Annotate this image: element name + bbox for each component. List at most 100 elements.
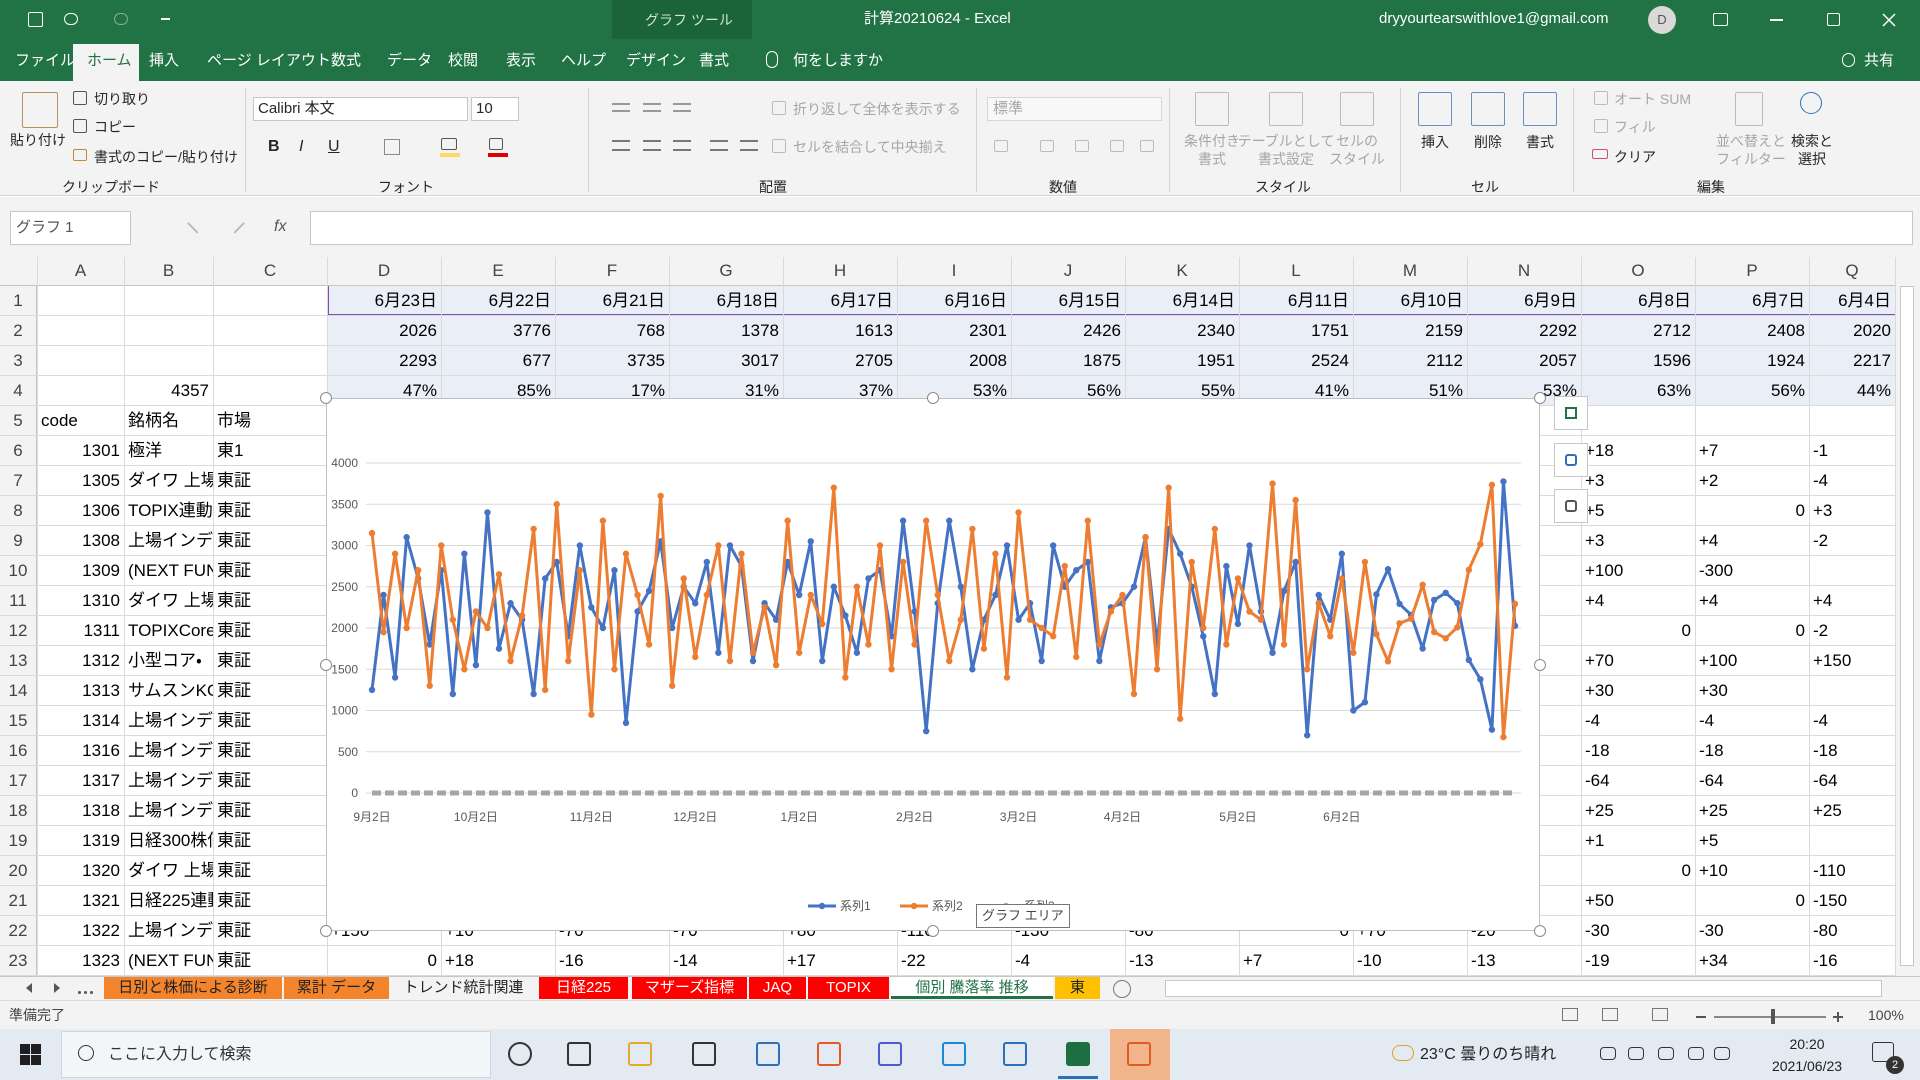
data-point: [854, 584, 860, 590]
icon: [73, 149, 87, 161]
style-button[interactable]: テーブルとして: [1238, 132, 1335, 150]
taskbar-app[interactable]: [567, 1042, 591, 1066]
cells-button[interactable]: 削除: [1474, 133, 1502, 151]
style-button[interactable]: 書式: [1198, 150, 1226, 168]
share[interactable]: 共有: [1864, 52, 1894, 70]
icon: [1523, 92, 1557, 126]
find-select[interactable]: 検索と: [1791, 132, 1833, 150]
sheet-tab[interactable]: JAQ: [749, 977, 806, 999]
nav-next[interactable]: [54, 983, 60, 993]
chart-button[interactable]: [1554, 396, 1588, 430]
taskbar-app[interactable]: [1066, 1042, 1090, 1066]
sheet-tab[interactable]: トレンド統計関連: [392, 977, 535, 999]
x-tick-label: 10月2日: [454, 810, 498, 824]
font-style-button[interactable]: I: [299, 138, 303, 156]
close-button[interactable]: [1881, 12, 1897, 28]
cell: 0: [1581, 616, 1695, 646]
cell: +10: [1695, 856, 1809, 886]
chart[interactable]: 050010001500200025003000350040009月2日10月2…: [326, 398, 1540, 931]
name-box-text: グラフ 1: [16, 219, 74, 237]
icon: [1140, 140, 1154, 152]
find-select[interactable]: 選択: [1798, 150, 1826, 168]
ribbon-tab[interactable]: 校閲: [448, 52, 478, 70]
row-header: 5: [13, 412, 22, 430]
data-point: [1200, 633, 1206, 639]
data-point: [681, 575, 687, 581]
ribbon-tab[interactable]: データ: [387, 52, 432, 70]
nav-prev[interactable]: [26, 983, 32, 993]
column-header: Q: [1845, 262, 1858, 280]
data-point: [1085, 518, 1091, 524]
ribbon-tab[interactable]: ヘルプ: [561, 52, 606, 70]
row-header: 17: [9, 772, 28, 790]
taskbar-app[interactable]: [756, 1042, 780, 1066]
ribbon-tab[interactable]: ページ レイアウト: [207, 52, 331, 70]
ribbon-tab[interactable]: 数式: [331, 52, 361, 70]
data-point: [1050, 542, 1056, 548]
tell-me[interactable]: 何をしますか: [793, 52, 883, 70]
fx[interactable]: fx: [274, 218, 286, 236]
paste[interactable]: 貼り付け: [10, 131, 66, 149]
sort-filter[interactable]: フィルター: [1716, 150, 1786, 168]
y-tick-label: 3000: [331, 539, 358, 553]
data-point: [808, 592, 814, 598]
cell: 東証: [213, 616, 327, 646]
cell: 2426: [1011, 316, 1125, 346]
taskbar-app[interactable]: [628, 1042, 652, 1066]
style-button[interactable]: セルの: [1336, 132, 1378, 150]
avatar: D: [1648, 6, 1676, 34]
cut[interactable]: 切り取り: [94, 90, 150, 108]
chart-button[interactable]: [1554, 443, 1588, 477]
taskbar-app[interactable]: [942, 1042, 966, 1066]
ribbon-tab[interactable]: デザイン: [626, 52, 686, 70]
autosum[interactable]: オート SUM: [1614, 90, 1691, 108]
ribbon-tab[interactable]: 挿入: [149, 52, 179, 70]
scroll-thumb[interactable]: [1900, 286, 1914, 966]
taskbar-app[interactable]: [878, 1042, 902, 1066]
taskbar-app[interactable]: [508, 1042, 532, 1066]
sort-filter[interactable]: 並べ替えと: [1716, 132, 1786, 150]
sheet-tab[interactable]: 個別 騰落率 推移: [891, 977, 1053, 999]
ribbon-tab[interactable]: 書式: [699, 52, 729, 70]
data-point: [727, 658, 733, 664]
copy[interactable]: コピー: [94, 118, 136, 136]
sheet-tab[interactable]: マザーズ指標: [632, 977, 747, 999]
cells-button[interactable]: 書式: [1526, 133, 1554, 151]
zoom-minus[interactable]: [1696, 1016, 1706, 1018]
sheet-tab[interactable]: 東: [1055, 977, 1100, 999]
selection-handle: [320, 392, 332, 404]
data-point: [808, 538, 814, 544]
ribbon-tab[interactable]: ファイル: [15, 52, 75, 70]
sheet-tab[interactable]: 累計 データ: [284, 977, 389, 999]
cell: -14: [669, 946, 783, 976]
taskbar-app[interactable]: [1003, 1042, 1027, 1066]
cell: 市場: [213, 406, 327, 436]
style-button[interactable]: スタイル: [1329, 150, 1385, 168]
cells-button[interactable]: 挿入: [1421, 133, 1449, 151]
ribbon-tab[interactable]: ホーム: [87, 52, 132, 70]
sheet-tab[interactable]: 日経225: [539, 977, 628, 999]
data-point: [1015, 617, 1021, 623]
zoom-thumb[interactable]: [1771, 1009, 1775, 1024]
sheet-tab[interactable]: 日別と株価による診断: [104, 977, 282, 999]
clear[interactable]: クリア: [1614, 148, 1656, 166]
data-point: [1362, 699, 1368, 705]
chart-button[interactable]: [1554, 489, 1588, 523]
style-button[interactable]: 条件付き: [1184, 132, 1240, 150]
formula-input[interactable]: [310, 211, 1913, 245]
ribbon-tab[interactable]: 表示: [506, 52, 536, 70]
font-style-button[interactable]: U: [328, 138, 340, 156]
cell: 1875: [1011, 346, 1125, 376]
wrap-text[interactable]: 折り返して全体を表示する: [793, 100, 961, 118]
merge-center[interactable]: セルを結合して中央揃え: [793, 138, 947, 156]
format-painter[interactable]: 書式のコピー/貼り付け: [94, 148, 238, 166]
font-style-button[interactable]: B: [268, 138, 280, 156]
taskbar-app[interactable]: [1127, 1042, 1151, 1066]
sheet-tab[interactable]: TOPIX: [808, 977, 889, 999]
minimize[interactable]: [1770, 19, 1783, 21]
fill[interactable]: フィル: [1614, 118, 1656, 136]
taskbar-app[interactable]: [692, 1042, 716, 1066]
taskbar-app[interactable]: [817, 1042, 841, 1066]
style-button[interactable]: 書式設定: [1258, 150, 1314, 168]
data-point: [1408, 616, 1414, 622]
